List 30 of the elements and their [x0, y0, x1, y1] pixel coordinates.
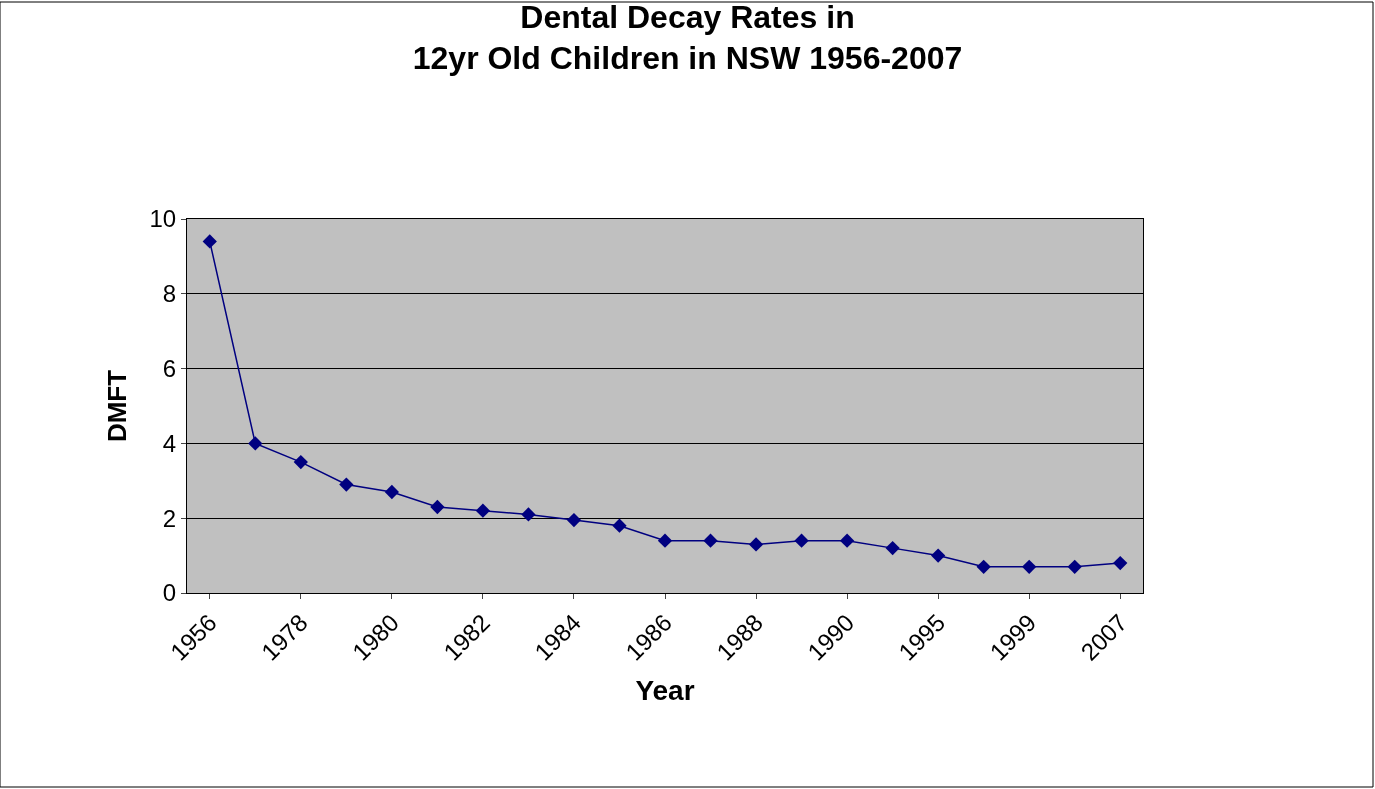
y-tick-label: 2	[162, 504, 177, 532]
point	[794, 533, 809, 548]
x-axis-title: Year	[635, 674, 695, 706]
point	[1022, 559, 1037, 574]
y-axis-title: DMFT	[101, 369, 132, 443]
point	[657, 533, 673, 548]
point	[930, 548, 946, 563]
point	[339, 477, 354, 492]
point	[521, 507, 536, 522]
point	[248, 436, 263, 451]
y-tick-label: 6	[162, 355, 177, 382]
point	[430, 499, 445, 515]
y-tick-label: 0	[162, 579, 177, 607]
y-tick-label: 10	[149, 205, 177, 233]
point	[748, 537, 764, 552]
point	[293, 454, 308, 470]
point	[976, 559, 991, 574]
point	[1067, 559, 1082, 574]
point	[885, 540, 900, 556]
point	[612, 518, 627, 533]
point	[839, 533, 855, 548]
y-tick-label: 4	[162, 429, 177, 457]
point	[202, 234, 217, 249]
point	[1113, 555, 1128, 571]
point	[384, 484, 400, 500]
point	[566, 512, 582, 528]
point	[475, 503, 491, 518]
y-tick-label: 8	[162, 280, 177, 308]
point	[703, 533, 718, 548]
chart-title: Dental Decay Rates in 12yr Old Children in NSW 1956-2007	[412, 0, 963, 77]
